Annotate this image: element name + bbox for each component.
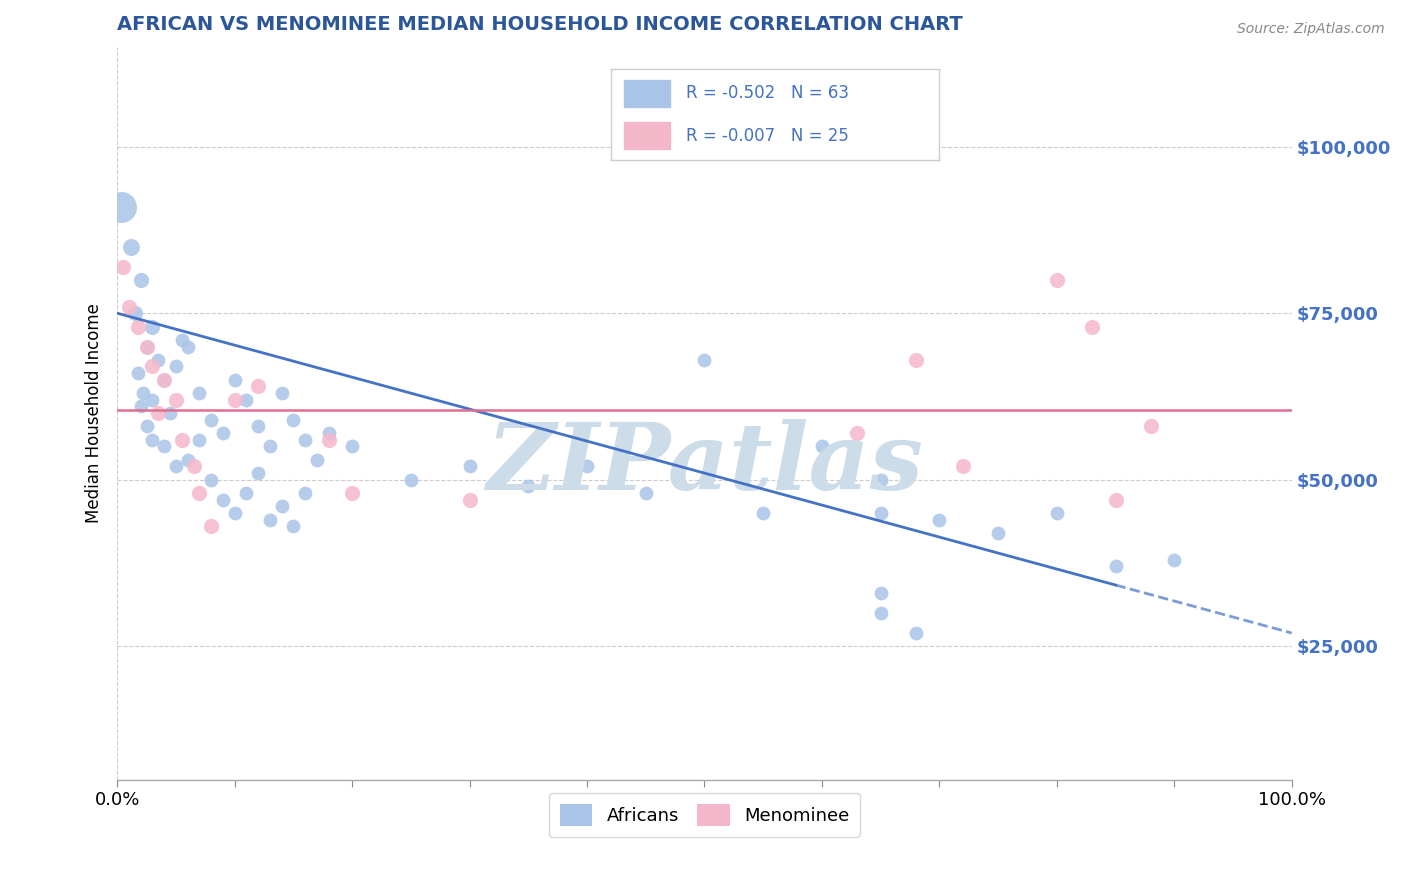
Text: ZIPatlas: ZIPatlas <box>486 419 922 509</box>
Point <box>165 359 187 374</box>
Point <box>188 386 211 401</box>
Point <box>634 486 657 500</box>
Point <box>869 586 891 600</box>
Y-axis label: Median Household Income: Median Household Income <box>86 303 103 523</box>
Point <box>141 392 163 407</box>
Point <box>176 452 198 467</box>
Point <box>165 459 187 474</box>
Point <box>212 426 235 441</box>
Point <box>148 406 170 420</box>
Point <box>1081 319 1104 334</box>
Point <box>283 413 305 427</box>
Point <box>110 200 132 214</box>
Point <box>188 486 211 500</box>
Point <box>869 606 891 620</box>
Point <box>904 626 927 640</box>
Point <box>1046 273 1069 287</box>
Point <box>124 306 146 320</box>
Point <box>952 459 974 474</box>
Point <box>270 500 292 514</box>
Point <box>1104 492 1126 507</box>
Text: AFRICAN VS MENOMINEE MEDIAN HOUSEHOLD INCOME CORRELATION CHART: AFRICAN VS MENOMINEE MEDIAN HOUSEHOLD IN… <box>117 15 963 34</box>
Point <box>200 519 222 533</box>
Point <box>576 459 599 474</box>
Point <box>247 419 270 434</box>
Point <box>458 492 481 507</box>
Point <box>129 400 152 414</box>
Point <box>224 373 246 387</box>
Point <box>188 433 211 447</box>
Point <box>318 433 340 447</box>
Point <box>127 319 149 334</box>
Point <box>259 440 281 454</box>
Point <box>129 273 152 287</box>
Point <box>904 352 927 367</box>
Point <box>176 339 198 353</box>
Point <box>458 459 481 474</box>
Point <box>869 473 891 487</box>
Legend: Africans, Menominee: Africans, Menominee <box>548 793 860 837</box>
Point <box>987 526 1010 541</box>
Point <box>141 433 163 447</box>
Point <box>283 519 305 533</box>
Point <box>224 506 246 520</box>
Point <box>1104 559 1126 574</box>
Point <box>159 406 181 420</box>
Point <box>235 486 257 500</box>
Point <box>135 339 157 353</box>
Point <box>165 392 187 407</box>
Point <box>200 413 222 427</box>
Point <box>127 366 149 380</box>
Point <box>294 433 316 447</box>
Point <box>399 473 422 487</box>
Point <box>153 373 176 387</box>
Point <box>752 506 775 520</box>
Point <box>135 339 157 353</box>
Point <box>1140 419 1163 434</box>
Point <box>132 386 155 401</box>
Point <box>247 466 270 480</box>
Point <box>200 473 222 487</box>
Point <box>141 359 163 374</box>
Point <box>270 386 292 401</box>
Point <box>135 419 157 434</box>
Point <box>869 506 891 520</box>
Point <box>846 426 869 441</box>
Point <box>340 486 363 500</box>
Point <box>235 392 257 407</box>
Point <box>517 479 540 493</box>
Point <box>170 433 193 447</box>
Point <box>247 379 270 393</box>
Point <box>118 300 141 314</box>
Point <box>318 426 340 441</box>
Point <box>148 352 170 367</box>
Point <box>170 333 193 347</box>
Point <box>1163 552 1185 566</box>
Point <box>811 440 834 454</box>
Point <box>693 352 716 367</box>
Point <box>183 459 205 474</box>
Point <box>153 440 176 454</box>
Point <box>153 373 176 387</box>
Point <box>112 260 135 274</box>
Point <box>212 492 235 507</box>
Point <box>141 319 163 334</box>
Point <box>259 513 281 527</box>
Point <box>294 486 316 500</box>
Point <box>1046 506 1069 520</box>
Point <box>340 440 363 454</box>
Point <box>224 392 246 407</box>
Point <box>120 239 142 253</box>
Point <box>305 452 328 467</box>
Text: Source: ZipAtlas.com: Source: ZipAtlas.com <box>1237 22 1385 37</box>
Point <box>928 513 950 527</box>
